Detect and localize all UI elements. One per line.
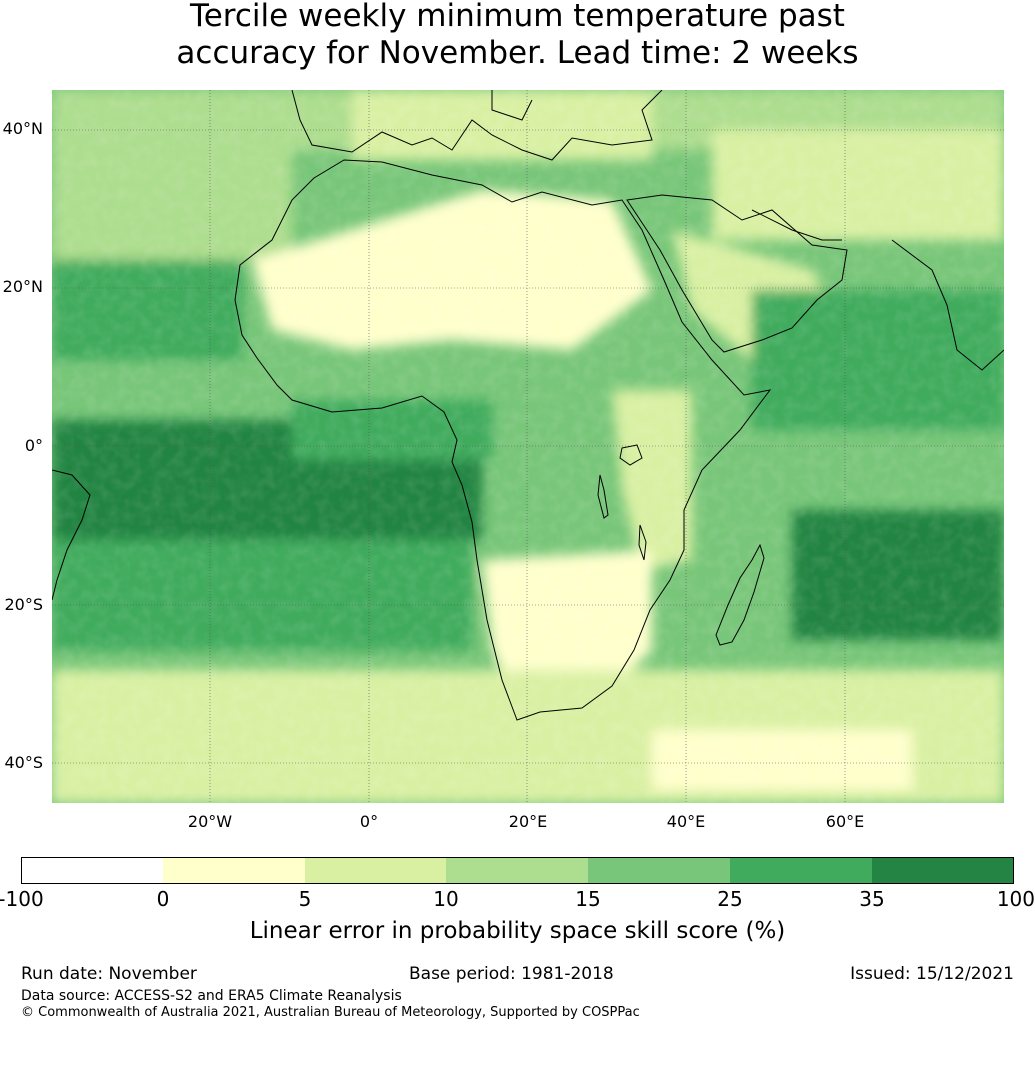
lake-victoria <box>619 444 643 466</box>
colorbar-tick-1: 0 <box>156 887 170 911</box>
colorbar-bin-6 <box>730 857 872 884</box>
skill-map <box>52 90 1004 803</box>
lake-tanganyika <box>597 474 609 519</box>
colorbar-label: Linear error in probability space skill … <box>249 918 786 944</box>
issued-date: Issued: 15/12/2021 <box>850 964 1014 984</box>
lon-label-0: 0° <box>359 812 379 831</box>
lon-label-60e: 60°E <box>825 812 865 831</box>
colorbar-tick-6: 35 <box>859 887 885 911</box>
coastlines <box>52 90 1004 721</box>
colorbar-bin-2 <box>163 857 305 884</box>
africa-coastline <box>234 159 772 721</box>
colorbar-tick-0: -100 <box>0 887 44 911</box>
colorbar <box>21 857 1014 884</box>
title-line-2: accuracy for November. Lead time: 2 week… <box>176 35 859 71</box>
lat-label-20s: 20°S <box>4 595 43 614</box>
lat-label-0: 0° <box>24 436 43 455</box>
lat-label-20n: 20°N <box>2 277 43 296</box>
madagascar-coastline <box>715 543 765 646</box>
run-date: Run date: November <box>21 964 197 984</box>
data-source: Data source: ACCESS-S2 and ERA5 Climate … <box>21 988 402 1004</box>
graticule <box>52 90 1004 803</box>
lat-label-40n: 40°N <box>2 119 43 138</box>
india-coastline <box>891 239 1004 371</box>
lon-label-20e: 20°E <box>508 812 548 831</box>
colorbar-outline <box>21 857 1014 884</box>
title-line-1: Tercile weekly minimum temperature past <box>190 0 845 34</box>
europe-coastline <box>291 90 663 161</box>
skill-field-speckle <box>52 90 1004 803</box>
sea-coastline <box>491 90 533 121</box>
colorbar-tick-5: 25 <box>717 887 743 911</box>
skill-map-svg <box>52 90 1004 803</box>
colorbar-tick-2: 5 <box>298 887 312 911</box>
colorbar-bin-3 <box>305 857 446 884</box>
colorbar-bin-5 <box>588 857 730 884</box>
colorbar-bin-4 <box>446 857 588 884</box>
south-america-coastline <box>52 469 91 601</box>
lake-malawi <box>638 524 647 561</box>
base-period: Base period: 1981-2018 <box>409 964 614 984</box>
copyright: © Commonwealth of Australia 2021, Austra… <box>21 1005 640 1020</box>
arabia-coastline <box>626 194 848 353</box>
colorbar-bin-1 <box>21 857 163 884</box>
map-title: Tercile weekly minimum temperature past … <box>0 0 1035 72</box>
gulf-coastline <box>751 209 842 241</box>
colorbar-tick-4: 15 <box>575 887 601 911</box>
colorbar-tick-7: 100 <box>996 887 1035 911</box>
colorbar-tick-3: 10 <box>433 887 459 911</box>
lat-label-40s: 40°S <box>4 753 43 772</box>
lon-label-40e: 40°E <box>666 812 706 831</box>
colorbar-bin-7 <box>872 857 1014 884</box>
lon-label-20w: 20°W <box>187 812 233 831</box>
